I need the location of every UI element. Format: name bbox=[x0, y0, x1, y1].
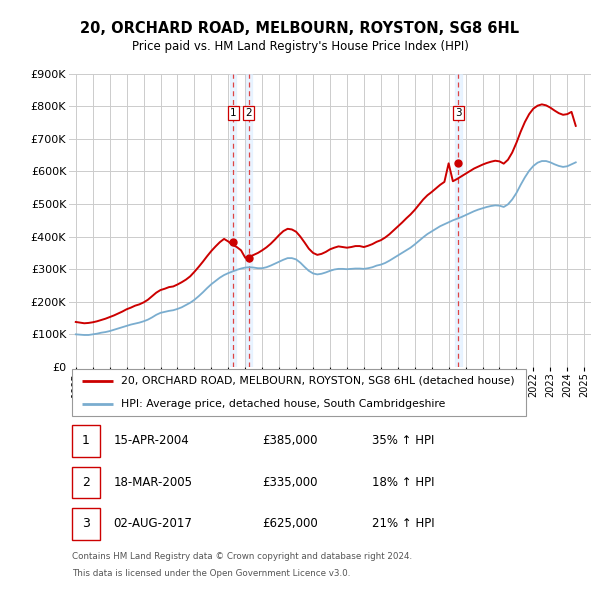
Text: £335,000: £335,000 bbox=[262, 476, 317, 489]
Point bbox=[454, 159, 463, 168]
Point bbox=[229, 237, 238, 246]
Text: 35% ↑ HPI: 35% ↑ HPI bbox=[372, 434, 434, 447]
Text: 18% ↑ HPI: 18% ↑ HPI bbox=[372, 476, 434, 489]
Text: This data is licensed under the Open Government Licence v3.0.: This data is licensed under the Open Gov… bbox=[71, 569, 350, 578]
Point bbox=[244, 253, 254, 263]
FancyBboxPatch shape bbox=[71, 425, 100, 457]
Text: 20, ORCHARD ROAD, MELBOURN, ROYSTON, SG8 6HL: 20, ORCHARD ROAD, MELBOURN, ROYSTON, SG8… bbox=[80, 21, 520, 35]
Text: £385,000: £385,000 bbox=[262, 434, 317, 447]
Text: Price paid vs. HM Land Registry's House Price Index (HPI): Price paid vs. HM Land Registry's House … bbox=[131, 40, 469, 53]
Text: 1: 1 bbox=[82, 434, 89, 447]
FancyBboxPatch shape bbox=[71, 369, 526, 415]
Bar bbox=[246, 74, 252, 367]
Text: 02-AUG-2017: 02-AUG-2017 bbox=[113, 517, 192, 530]
FancyBboxPatch shape bbox=[71, 467, 100, 498]
Text: 1: 1 bbox=[230, 109, 236, 119]
Text: 21% ↑ HPI: 21% ↑ HPI bbox=[372, 517, 434, 530]
Bar bbox=[230, 74, 236, 367]
Text: £625,000: £625,000 bbox=[262, 517, 318, 530]
Text: HPI: Average price, detached house, South Cambridgeshire: HPI: Average price, detached house, Sout… bbox=[121, 399, 446, 409]
Text: 18-MAR-2005: 18-MAR-2005 bbox=[113, 476, 193, 489]
Text: 2: 2 bbox=[82, 476, 89, 489]
Bar bbox=[455, 74, 461, 367]
Text: 20, ORCHARD ROAD, MELBOURN, ROYSTON, SG8 6HL (detached house): 20, ORCHARD ROAD, MELBOURN, ROYSTON, SG8… bbox=[121, 376, 515, 386]
Text: Contains HM Land Registry data © Crown copyright and database right 2024.: Contains HM Land Registry data © Crown c… bbox=[71, 552, 412, 562]
Text: 3: 3 bbox=[455, 109, 462, 119]
FancyBboxPatch shape bbox=[71, 509, 100, 539]
Text: 2: 2 bbox=[245, 109, 252, 119]
Text: 15-APR-2004: 15-APR-2004 bbox=[113, 434, 189, 447]
Text: 3: 3 bbox=[82, 517, 89, 530]
